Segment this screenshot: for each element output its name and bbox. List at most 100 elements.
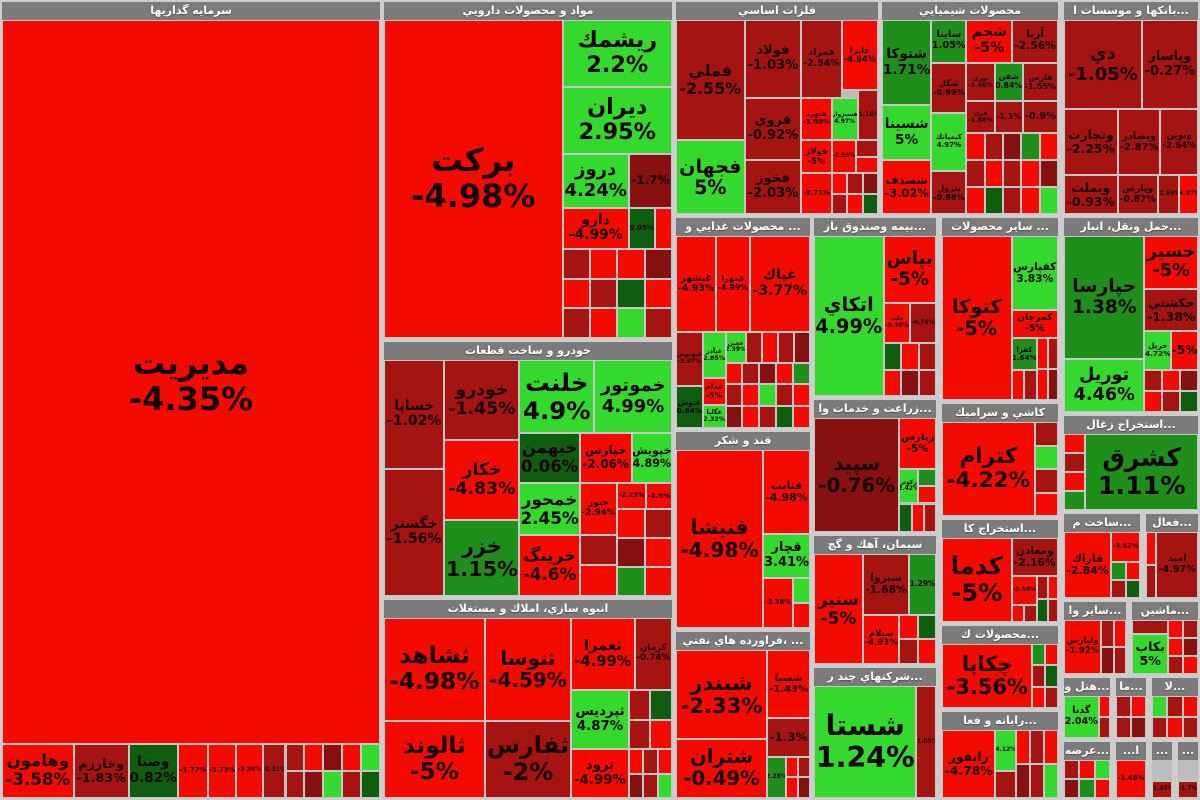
tile-فمراد[interactable]: فمراد -2.54%: [801, 20, 842, 98]
tile-small-realestate[interactable]: [650, 719, 672, 750]
tile-small-la[interactable]: [1182, 717, 1198, 738]
tile-small-cement[interactable]: [899, 639, 918, 664]
tile-small-ma[interactable]: [1131, 717, 1146, 738]
tile-small-cement[interactable]: [899, 614, 918, 640]
tile-small-food[interactable]: [776, 362, 794, 385]
tile-وبملت[interactable]: وبملت -0.93%: [1064, 175, 1118, 214]
tile-small-la[interactable]: [1182, 696, 1198, 717]
tile-small-realestate[interactable]: [628, 773, 644, 798]
tile-small-auto[interactable]: [617, 566, 645, 596]
tile-حپارسا[interactable]: حپارسا 1.38%: [1064, 236, 1145, 360]
tile-small-other-financial[interactable]: [1113, 620, 1126, 647]
tile-small-mining[interactable]: [1011, 605, 1025, 622]
tile-خودرو[interactable]: خودرو -1.45%: [444, 360, 520, 441]
tile-investments-5[interactable]: -3.73%: [208, 743, 237, 798]
tile-small-ceramics[interactable]: [1034, 492, 1058, 516]
tile-سيلام[interactable]: سيلام -4.93%: [862, 614, 900, 664]
tile-وخارزم[interactable]: وخارزم -1.83%: [73, 743, 129, 798]
tile-كفرا[interactable]: كفرا 1.64%: [1011, 337, 1038, 371]
tile-small-auto[interactable]: [579, 534, 618, 566]
tile-small-pharma[interactable]: [644, 308, 672, 338]
tile-small-ceramics[interactable]: [1034, 422, 1058, 446]
tile-small-chemicals[interactable]: [984, 159, 1004, 187]
tile-غبهنوش[interactable]: غبهنوش -3.97%: [676, 332, 703, 386]
tile-كفپارس[interactable]: كفپارس 3.83%: [1011, 236, 1058, 310]
tile-small-paper[interactable]: [1032, 665, 1046, 687]
tile-investments-4[interactable]: -3.77%: [177, 743, 208, 798]
tile-small-ma[interactable]: [1131, 696, 1146, 717]
tile-ثشاهد[interactable]: ثشاهد -4.98%: [384, 618, 485, 721]
tile-small-insurance[interactable]: [918, 369, 936, 396]
tile-شگل[interactable]: شگل -0.99%: [931, 62, 967, 114]
tile-small-computer[interactable]: [1044, 764, 1058, 798]
tile-small-sugar[interactable]: [792, 578, 810, 604]
tile-small-metals[interactable]: [847, 193, 863, 214]
tile-small-transport[interactable]: [1144, 369, 1163, 391]
tile-شفن[interactable]: شفن 0.84%: [994, 62, 1023, 102]
tile-خزر[interactable]: خزر 1.15%: [444, 520, 520, 596]
tile-metal-fabrication-1[interactable]: -3.62%: [1111, 532, 1140, 562]
tile-chemicals-10[interactable]: -0.9%: [1022, 101, 1058, 133]
tile-metals-10[interactable]: -2.59%: [831, 140, 856, 174]
tile-وهامون[interactable]: وهامون -3.58%: [2, 743, 74, 798]
tile-خلنت[interactable]: خلنت 4.9%: [519, 360, 595, 434]
tile-small-transport[interactable]: [1162, 369, 1181, 391]
tile-oil-4[interactable]: 2.28%: [767, 756, 786, 798]
tile-ولپارس[interactable]: ولپارس -1.92%: [1064, 620, 1102, 674]
tile-غگلپا[interactable]: غگلپا 2.32%: [702, 404, 726, 428]
tile-small-machinery[interactable]: [1168, 637, 1184, 656]
tile-small-agriculture[interactable]: [917, 486, 936, 504]
tile-small-computer[interactable]: [995, 770, 1017, 798]
tile-small-transport[interactable]: [1180, 390, 1198, 412]
tile-small-chemicals[interactable]: [984, 186, 1004, 214]
tile-small-chemicals[interactable]: [1039, 159, 1058, 187]
tile-small-food[interactable]: [745, 332, 762, 363]
tile-ريشمك[interactable]: ريشمك 2.2%: [562, 20, 672, 87]
tile-ونوين[interactable]: ونوين -2.64%: [1160, 109, 1198, 176]
tile-mining-2[interactable]: -3.59%: [1011, 575, 1038, 606]
tile-small-realestate[interactable]: [657, 773, 672, 798]
tile-رانفور[interactable]: رانفور -4.78%: [942, 730, 996, 798]
tile-small-insurance[interactable]: [883, 369, 902, 396]
tile-small-sugar[interactable]: [792, 603, 810, 628]
tile-دي[interactable]: دي -1.05%: [1064, 20, 1142, 110]
tile-small-agriculture[interactable]: [923, 503, 936, 532]
tile-small-coal[interactable]: [1064, 453, 1086, 472]
tile-small-metals[interactable]: [831, 193, 848, 214]
tile-small-ceramics[interactable]: [1034, 445, 1058, 469]
tile-small-metals[interactable]: [862, 173, 878, 194]
tile-مديريت[interactable]: مديريت -4.35%: [2, 20, 380, 744]
tile-small-investments[interactable]: [285, 743, 305, 771]
tile-small-realestate[interactable]: [628, 719, 651, 750]
tile-small-insurance[interactable]: [901, 343, 919, 370]
tile-small-metal-fabrication[interactable]: [1125, 579, 1140, 598]
tile-small-insurance[interactable]: [883, 343, 902, 370]
tile-small-investments[interactable]: [304, 743, 324, 771]
tile-metals-12[interactable]: -3.71%: [801, 173, 832, 214]
tile-small-financial-aux[interactable]: [1146, 565, 1157, 598]
tile-small-food[interactable]: [759, 362, 777, 385]
tile-small-food[interactable]: [742, 384, 760, 407]
tile-فملي[interactable]: فملي -2.55%: [676, 20, 745, 141]
tile-قچار[interactable]: قچار 3.41%: [763, 533, 810, 579]
tile-ساينا[interactable]: ساينا 1.05%: [931, 20, 967, 63]
tile-banks-8[interactable]: -4.97%: [1179, 175, 1198, 214]
tile-small-food[interactable]: [725, 384, 743, 407]
tile-small-agriculture[interactable]: [899, 503, 912, 532]
tile-small-investments[interactable]: [342, 743, 362, 771]
tile-small-other-products[interactable]: [1024, 370, 1038, 400]
tile-small-other-products[interactable]: [1037, 337, 1048, 369]
tile-small-realestate[interactable]: [643, 773, 658, 798]
tile-شسپا[interactable]: شسپا -1.43%: [767, 650, 810, 719]
tile-small-hotel[interactable]: [1098, 696, 1110, 717]
tile-شسينا[interactable]: شسينا 5%: [882, 105, 932, 160]
tile-فنورد[interactable]: فنورد -3.98%: [801, 97, 832, 141]
tile-small-investments[interactable]: [285, 770, 305, 798]
tile-small-food[interactable]: [793, 332, 810, 363]
tile-small-agriculture[interactable]: [917, 469, 936, 487]
tile-small-la[interactable]: [1152, 696, 1168, 717]
tile-small-insurance[interactable]: [918, 343, 936, 370]
tile-small-supply[interactable]: [1094, 760, 1110, 779]
tile-غمهرا[interactable]: غمهرا -4.99%: [716, 236, 750, 332]
tile-خبهمن[interactable]: خبهمن 0.06%: [519, 433, 580, 483]
